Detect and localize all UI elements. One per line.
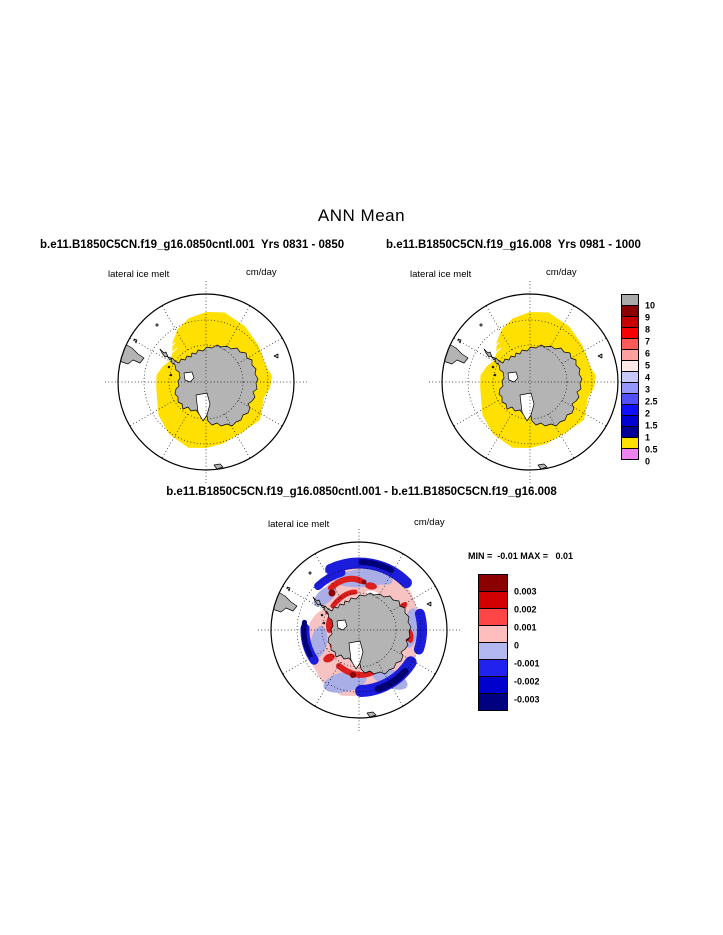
colorbar-tick-label: 5: [645, 360, 651, 371]
colorbar-tick-label: 4: [645, 372, 651, 383]
colorbar-tick-label: 8: [645, 324, 651, 335]
colorbar-tick-label: 7: [645, 336, 651, 347]
diff-colorbar: 0.003 0.002 0.001 0 -0.001 -0.002 -0.003: [478, 574, 540, 711]
colorbar-tick-label: 0: [645, 456, 651, 467]
colorbar-tick-label: 0: [514, 640, 520, 651]
colorbar-segment: [478, 642, 508, 660]
main-colorbar: 10 9 8 7 6 5 4 3 2.5 2 1.5 1 0.5 0: [621, 294, 658, 466]
colorbar-segment: [478, 659, 508, 677]
colorbar-tick-label: 2.5: [645, 396, 658, 407]
colorbar-tick-label: 0.5: [645, 444, 658, 455]
colorbar-tick-label: -0.003: [514, 694, 540, 705]
map-difference-lateral-ice-melt: [257, 528, 461, 732]
colorbar-tick-label: 6: [645, 348, 651, 359]
colorbar-tick-label: 0.001: [514, 622, 537, 633]
diff-minmax-stats: MIN = -0.01 MAX = 0.01: [468, 551, 574, 561]
colorbar-tick-label: 0.002: [514, 604, 537, 615]
left-field-label: lateral ice melt: [108, 269, 170, 280]
diff-panel-header: b.e11.B1850C5CN.f19_g16.0850cntl.001 - b…: [166, 486, 557, 498]
colorbar-tick-label: 10: [645, 300, 656, 311]
map-left-lateral-ice-melt: [104, 280, 308, 484]
colorbar-segment: [478, 574, 508, 592]
colorbar-tick-label: 0.003: [514, 586, 537, 597]
colorbar-tick-label: 9: [645, 312, 651, 323]
map-rim: [441, 293, 619, 471]
colorbar-segment: [478, 693, 508, 711]
right-field-label: lateral ice melt: [410, 269, 472, 280]
colorbar-segment: [478, 625, 508, 643]
right-units-label: cm/day: [546, 267, 577, 278]
colorbar-segment: [478, 676, 508, 694]
diff-field-label: lateral ice melt: [268, 519, 330, 530]
colorbar-tick-label: 1.5: [645, 420, 658, 431]
left-units-label: cm/day: [246, 267, 277, 278]
map-rim: [270, 541, 448, 719]
colorbar-tick-label: 1: [645, 432, 651, 443]
figure-title: ANN Mean: [317, 206, 406, 225]
colorbar-segment: [478, 608, 508, 626]
colorbar-tick-label: 2: [645, 408, 651, 419]
colorbar-tick-label: -0.002: [514, 676, 540, 687]
left-panel-header: b.e11.B1850C5CN.f19_g16.0850cntl.001 Yrs…: [40, 239, 345, 251]
diff-units-label: cm/day: [414, 517, 445, 528]
colorbar-segment: [478, 591, 508, 609]
map-right-lateral-ice-melt: [428, 280, 632, 484]
right-panel-header: b.e11.B1850C5CN.f19_g16.008 Yrs 0981 - 1…: [386, 239, 641, 251]
map-rim: [117, 293, 295, 471]
colorbar-segment: [621, 448, 639, 460]
colorbar-tick-label: 3: [645, 384, 651, 395]
colorbar-tick-label: -0.001: [514, 658, 540, 669]
